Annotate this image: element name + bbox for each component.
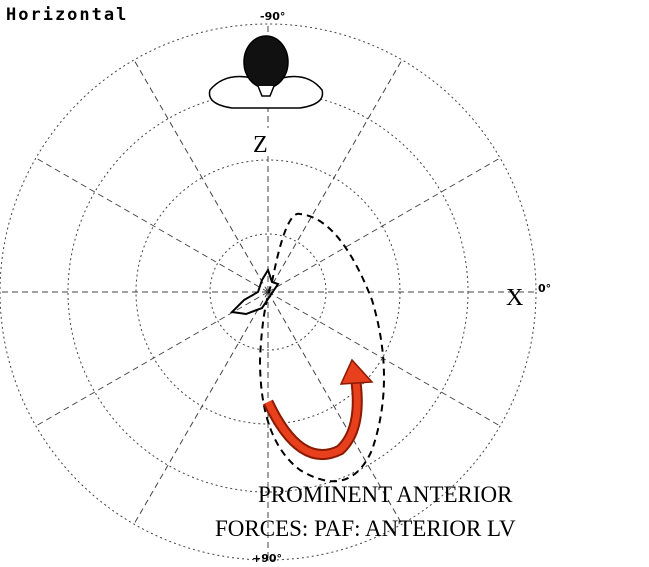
vectorcardiogram: Horizontal -90° 0° +90° Z X PROMINENT AN… bbox=[0, 0, 649, 567]
loop-dashed bbox=[260, 214, 384, 481]
axis-z: Z bbox=[253, 132, 268, 158]
arrow-head bbox=[341, 360, 372, 384]
axis-x: X bbox=[506, 285, 523, 311]
title: Horizontal bbox=[6, 5, 128, 25]
label-right: 0° bbox=[538, 282, 551, 295]
radial-line bbox=[36, 158, 268, 292]
radial-line bbox=[134, 292, 268, 524]
radial-line bbox=[268, 158, 500, 292]
annotation-line: FORCES: PAF: ANTERIOR LV bbox=[215, 516, 516, 541]
label-bottom: +90° bbox=[252, 552, 282, 565]
annotation-line: PROMINENT ANTERIOR bbox=[258, 482, 513, 507]
label-top: -90° bbox=[260, 10, 285, 23]
head-icon bbox=[209, 36, 322, 108]
